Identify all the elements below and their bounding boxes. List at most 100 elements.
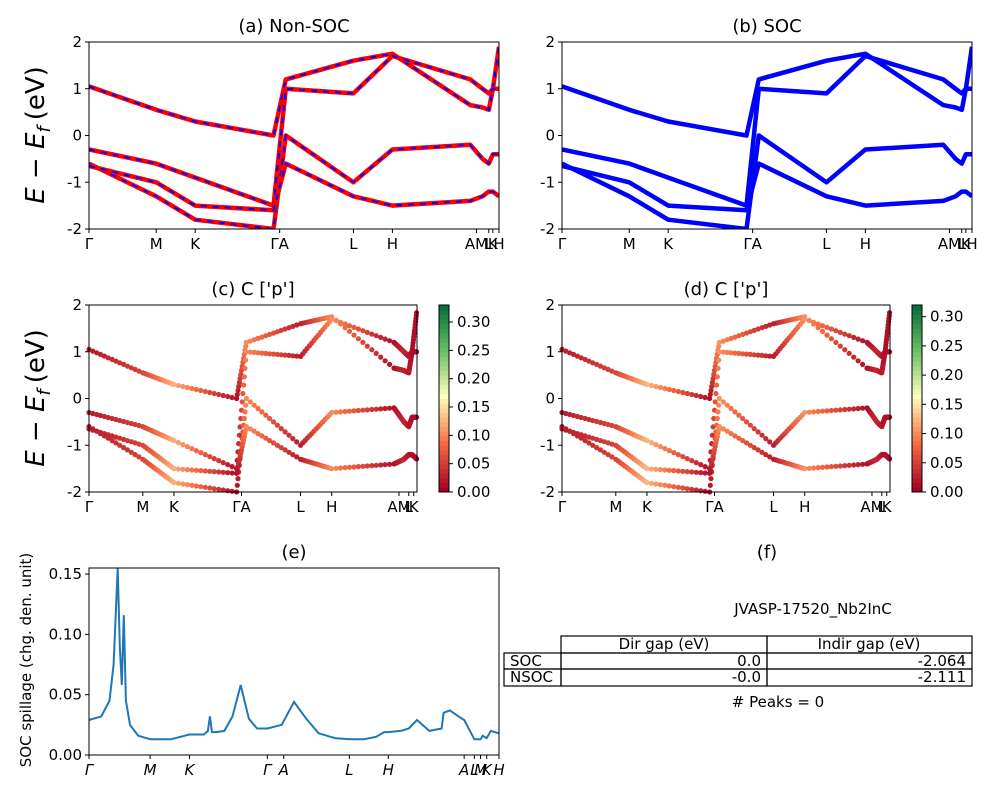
- c-point: [278, 426, 284, 432]
- d-colorbar-segment: [912, 351, 922, 357]
- c-point: [259, 433, 265, 439]
- d-point: [590, 360, 596, 366]
- d-point: [763, 323, 769, 329]
- c-point: [263, 350, 269, 356]
- a-bands: [89, 46, 499, 229]
- d-point: [842, 331, 848, 337]
- d-ytick-label-4: 2: [545, 296, 555, 314]
- d-colorbar-segment: [912, 417, 922, 423]
- c-point: [333, 318, 339, 324]
- c-ytick-label-0: -2: [67, 483, 82, 501]
- d-point: [689, 391, 695, 398]
- d-colorbar-segment: [912, 384, 922, 390]
- d-colorbar-segment: [912, 361, 922, 367]
- c-point: [193, 386, 199, 393]
- d-point: [851, 462, 857, 468]
- b-xtick-label-1: M: [623, 235, 636, 253]
- c-point: [216, 391, 222, 398]
- d-point: [590, 435, 596, 441]
- d-point: [666, 483, 672, 489]
- d-point: [648, 440, 655, 446]
- a-xtick-label-2: K: [190, 235, 201, 253]
- c-colorbar-segment: [439, 421, 449, 428]
- c-point: [202, 452, 208, 458]
- d-point: [671, 450, 677, 456]
- d-point: [751, 426, 757, 432]
- c-point: [387, 361, 393, 367]
- b-xtick-label-5: H: [860, 235, 871, 253]
- d-xtick-label-5: H: [799, 498, 810, 516]
- c-colorbar-segment: [439, 417, 449, 423]
- d-point: [671, 468, 677, 474]
- d-colorbar-segment: [912, 393, 922, 399]
- c-point: [198, 450, 204, 456]
- c-point: [243, 395, 249, 402]
- d-point: [666, 448, 672, 454]
- d-point: [675, 388, 681, 395]
- c-point: [364, 343, 370, 349]
- c-point: [387, 338, 393, 344]
- d-point: [684, 486, 690, 492]
- c-point: [274, 351, 280, 357]
- c-point: [211, 456, 217, 462]
- c-point: [342, 408, 348, 415]
- c-point: [243, 357, 249, 363]
- e-ytick-label-1: 0.05: [49, 686, 82, 704]
- d-point: [860, 338, 866, 344]
- c-colorbar-segment: [439, 407, 449, 414]
- d-point: [846, 333, 852, 339]
- d-point: [693, 392, 699, 399]
- d-colorbar-segment: [912, 333, 922, 339]
- c-xtick-label-0: Γ: [85, 498, 94, 516]
- d-point: [851, 334, 857, 340]
- d-point: [855, 358, 861, 364]
- d-point: [828, 326, 835, 332]
- d-point: [590, 417, 596, 424]
- d-point: [709, 379, 716, 386]
- c-point: [382, 336, 388, 342]
- d-colorbar-segment: [912, 445, 922, 451]
- a-band-dash-3: [89, 162, 499, 212]
- b-xtick-label-6: AM: [938, 235, 961, 253]
- c-colorbar-segment: [439, 365, 449, 371]
- d-point: [736, 350, 742, 356]
- d-point: [860, 361, 866, 367]
- d-point: [708, 387, 714, 394]
- d-point: [732, 334, 738, 340]
- d-point: [662, 385, 668, 392]
- c-point: [105, 414, 111, 421]
- c-colorbar-segment: [439, 431, 449, 437]
- d-point: [743, 440, 750, 446]
- c-point: [369, 347, 375, 353]
- d-colorbar-segment: [912, 487, 922, 493]
- b-xtick-label-8: K: [961, 235, 972, 253]
- d-point: [710, 375, 716, 382]
- c-point: [378, 406, 384, 412]
- d-point: [819, 323, 826, 329]
- ylabel-middle: E − Ef (eV): [21, 329, 55, 467]
- d-colorbar-segment: [912, 426, 922, 432]
- d-point: [693, 487, 699, 493]
- c-point: [211, 469, 217, 475]
- d-colorbar-segment: [912, 454, 922, 460]
- c-point: [242, 365, 248, 371]
- c-point: [124, 438, 130, 444]
- a-ytick-label-0: -2: [67, 220, 82, 238]
- d-point: [716, 395, 723, 402]
- c-colorbar-segment: [439, 347, 449, 353]
- c-point: [329, 316, 335, 322]
- c-point: [216, 458, 222, 464]
- d-point: [698, 470, 704, 476]
- c-point: [193, 467, 199, 473]
- d-ytick-label-0: -2: [540, 483, 555, 501]
- c-point: [243, 424, 249, 430]
- d-colorbar-segment: [912, 440, 922, 446]
- e-xtick-label-8: L: [470, 761, 478, 779]
- d-point: [720, 426, 726, 432]
- c-point: [251, 349, 257, 355]
- c-point: [216, 469, 222, 475]
- d-point: [653, 383, 659, 390]
- c-point: [346, 323, 353, 329]
